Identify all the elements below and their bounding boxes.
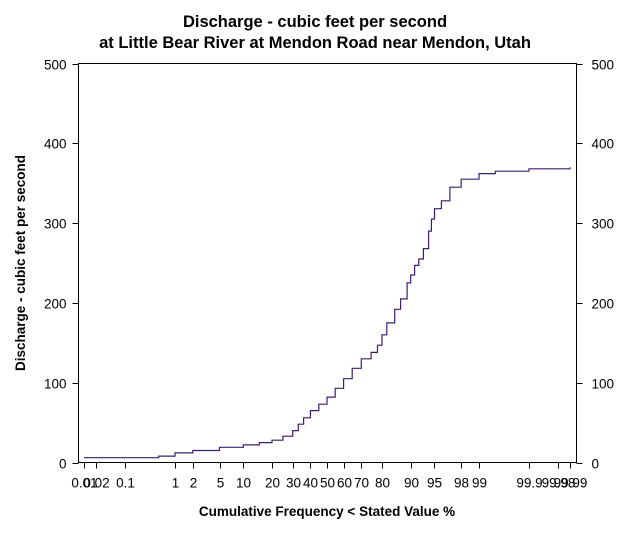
y-tick-label-left: 0	[59, 457, 67, 472]
x-tick-label: 10	[236, 476, 251, 491]
x-tick-label: 90	[404, 476, 419, 491]
y-tick-label-right: 500	[592, 58, 615, 73]
y-tick-label-right: 100	[592, 377, 615, 392]
chart-title-line-1: Discharge - cubic feet per second	[183, 13, 447, 31]
x-tick-label: 0.02	[83, 476, 109, 491]
x-tick-label: 60	[337, 476, 352, 491]
x-tick-label: 70	[354, 476, 369, 491]
y-tick-label-right: 0	[592, 457, 600, 472]
x-tick-label: 1	[172, 476, 180, 491]
x-tick-label: 0.01	[71, 476, 97, 491]
x-tick-label: 98	[454, 476, 469, 491]
x-tick-label: 99	[472, 476, 487, 491]
x-axis-title: Cumulative Frequency < Stated Value %	[199, 504, 455, 519]
x-tick-label: 20	[265, 476, 280, 491]
y-tick-label-left: 300	[44, 217, 67, 232]
y-tick-label-right: 300	[592, 217, 615, 232]
y-axis-left: 0 100 200 300 400 500	[44, 58, 79, 472]
x-tick-label: 40	[303, 476, 318, 491]
y-tick-label-right: 400	[592, 137, 615, 152]
y-tick-label-right: 200	[592, 297, 615, 312]
y-tick-label-left: 100	[44, 377, 67, 392]
x-tick-label: 99.98	[542, 476, 576, 491]
y-tick-label-left: 400	[44, 137, 67, 152]
y-tick-label-left: 200	[44, 297, 67, 312]
x-tick-label: 30	[286, 476, 301, 491]
x-axis: 0.010.02 0.1 1 2 5 10 20 30 40 50 60 70 80 90 95 98 99 99…	[71, 462, 588, 491]
x-tick-label: 50	[320, 476, 335, 491]
y-tick-label-left: 500	[44, 58, 67, 73]
x-tick-label: 5	[217, 476, 225, 491]
y-axis-title: Discharge - cubic feet per second	[13, 155, 28, 371]
y-axis-right: 0 100 200 300 400 500	[576, 58, 615, 472]
x-tick-label: 80	[375, 476, 390, 491]
chart-title-line-2: at Little Bear River at Mendon Road near…	[99, 34, 531, 52]
x-tick-label: 95	[427, 476, 442, 491]
x-tick-label: 99.9	[516, 476, 542, 491]
discharge-series-line	[84, 167, 571, 459]
x-tick-label: 2	[190, 476, 198, 491]
x-tick-label: 0.1	[116, 476, 135, 491]
x-tick-label: 99.99	[554, 476, 588, 491]
